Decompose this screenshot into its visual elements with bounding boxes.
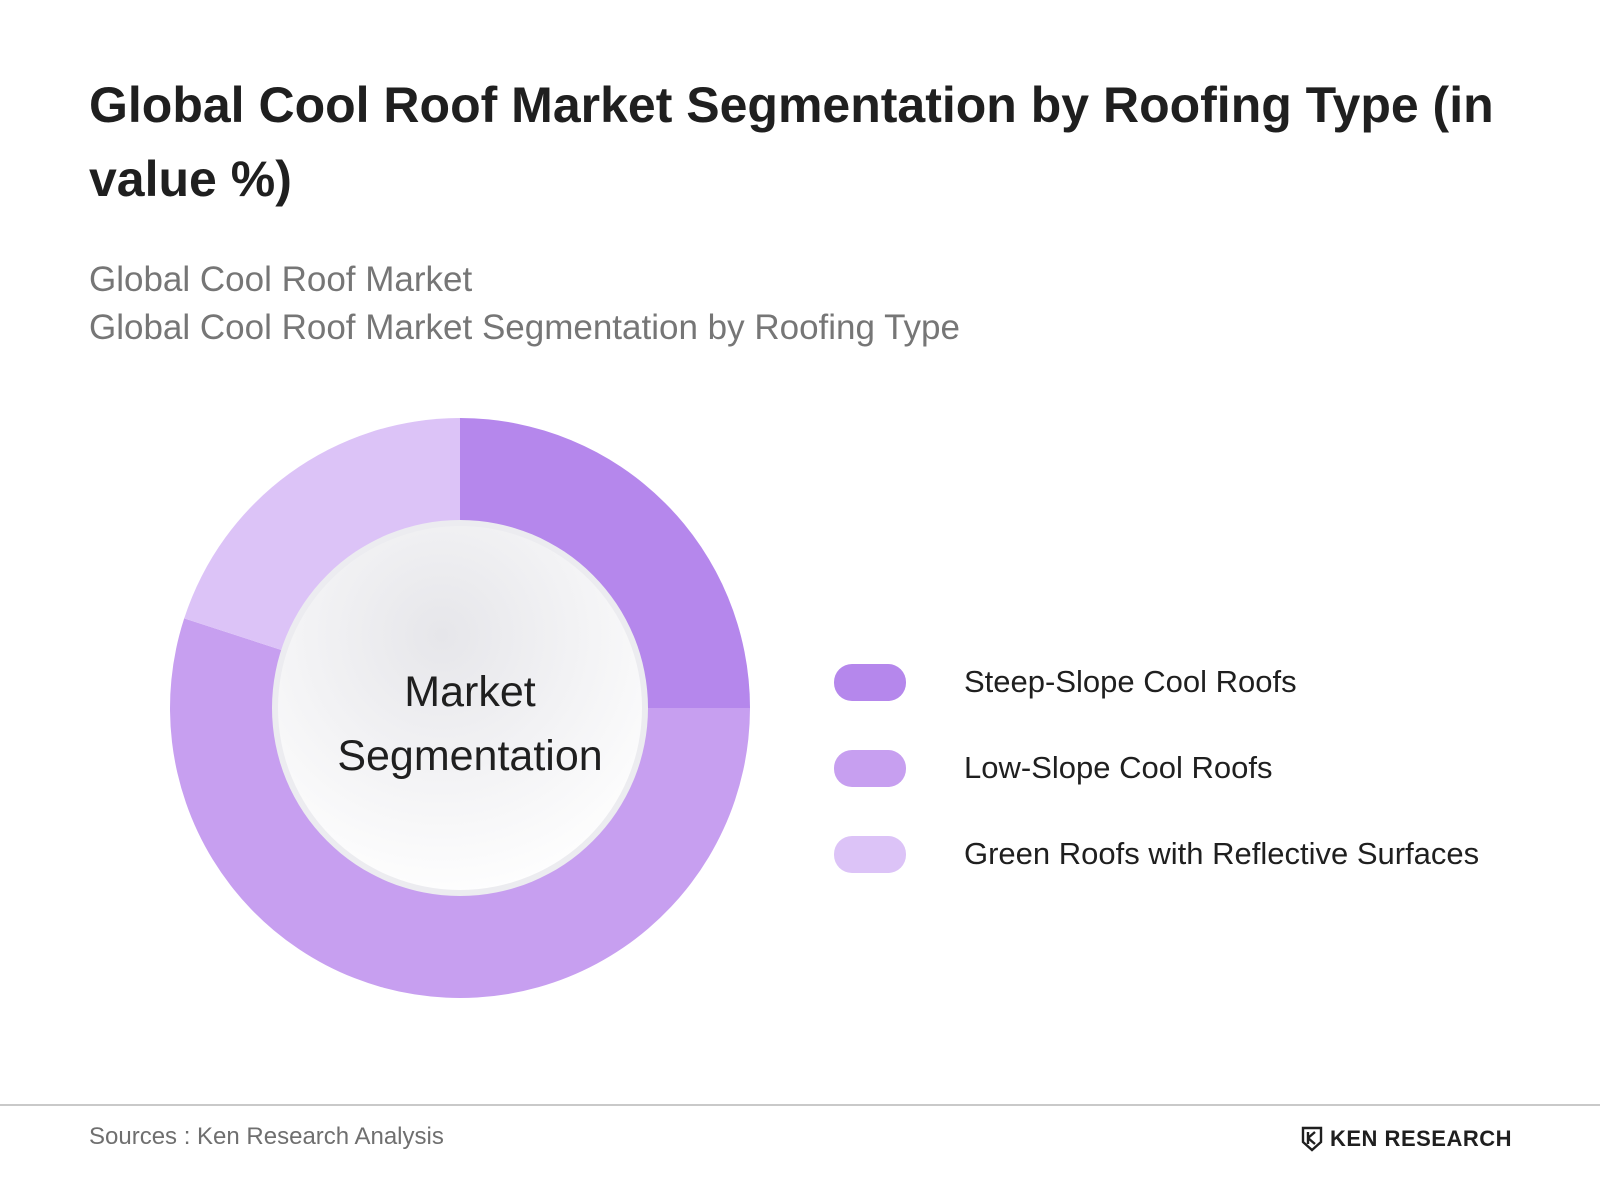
chart-subtitle: Global Cool Roof Market Global Cool Roof… [89, 256, 960, 352]
legend-label-low-slope: Low-Slope Cool Roofs [964, 750, 1273, 785]
subtitle-line-2: Global Cool Roof Market Segmentation by … [89, 308, 960, 347]
brand-logo: KEN RESEARCH [1300, 1124, 1512, 1154]
legend-label-steep-slope: Steep-Slope Cool Roofs [964, 664, 1297, 699]
center-label-line-1: Market [404, 668, 536, 716]
legend-label-green-roofs: Green Roofs with Reflective Surfaces [964, 836, 1480, 871]
subtitle-line-1: Global Cool Roof Market [89, 260, 473, 299]
footer-divider [0, 1104, 1600, 1106]
donut-svg [169, 418, 751, 999]
center-label-line-2: Segmentation [337, 732, 603, 780]
legend-swatch-low-slope [834, 750, 906, 787]
legend-swatch-steep-slope [834, 664, 906, 701]
chart-title: Global Cool Roof Market Segmentation by … [89, 77, 1494, 207]
legend-swatch-green-roofs [834, 836, 906, 873]
source-note: Sources : Ken Research Analysis [89, 1123, 444, 1150]
donut-center-label: Market Segmentation [330, 660, 610, 788]
ken-research-logo-icon [1301, 1126, 1323, 1152]
donut-hub [278, 526, 642, 890]
brand-name: KEN RESEARCH [1330, 1126, 1513, 1151]
donut-chart [150, 410, 790, 1050]
